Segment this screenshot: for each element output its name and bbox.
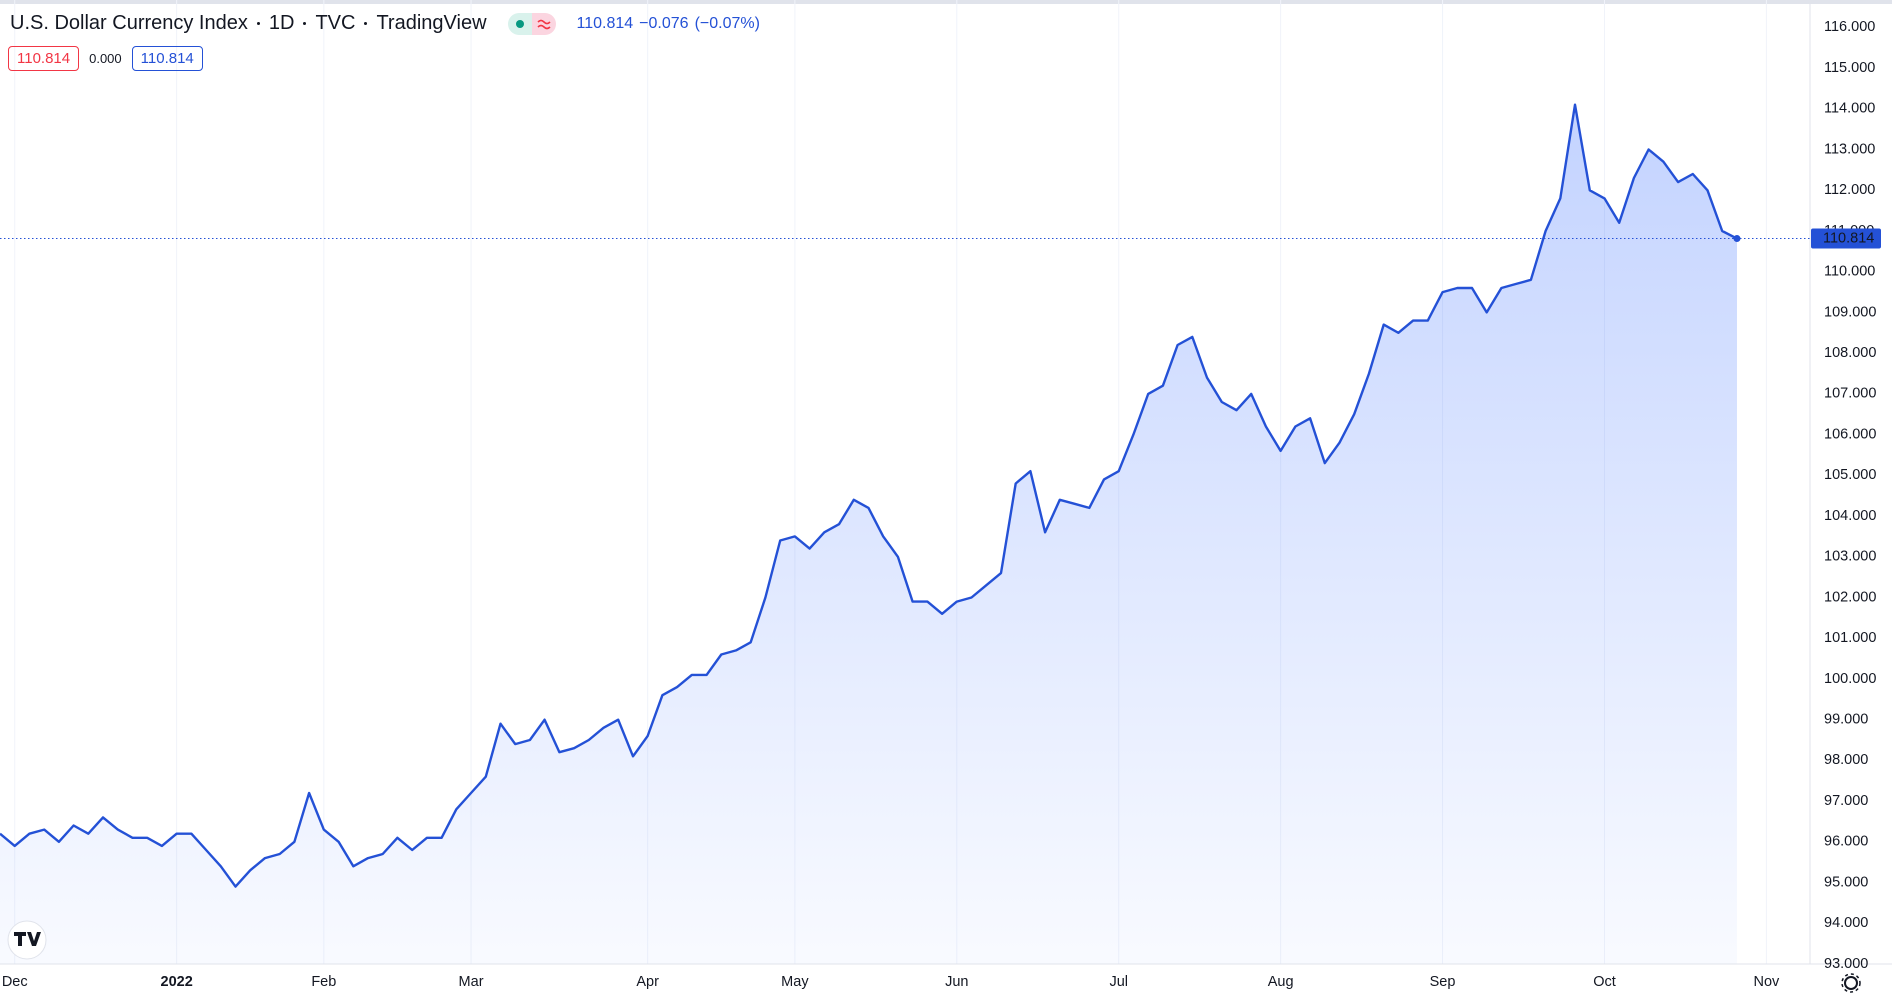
y-tick-label: 95.000 xyxy=(1824,874,1868,890)
change: −0.076 xyxy=(639,14,689,32)
top-border xyxy=(0,0,1892,4)
y-tick-label: 112.000 xyxy=(1824,182,1875,198)
y-tick-label: 96.000 xyxy=(1824,834,1868,850)
y-tick-label: 102.000 xyxy=(1824,589,1876,605)
header: U.S. Dollar Currency Index 1D TVC Tradin… xyxy=(10,12,760,35)
area-fill xyxy=(0,104,1737,964)
logo xyxy=(7,920,47,960)
x-tick-label: Nov xyxy=(1754,974,1781,990)
bid[interactable]: 110.814 xyxy=(8,46,80,71)
x-tick-label: Sep xyxy=(1430,974,1456,990)
x-tick-label: Mar xyxy=(459,974,484,990)
y-tick-label: 109.000 xyxy=(1824,304,1876,320)
separator xyxy=(303,22,307,25)
price-label-box xyxy=(1811,228,1881,249)
quote: 110.814 −0.076 (−0.07%) xyxy=(577,15,760,33)
x-tick-label: Feb xyxy=(311,974,336,990)
status-badge[interactable] xyxy=(507,12,556,35)
x-tick-label: Dec xyxy=(2,974,28,990)
interval[interactable]: 1D xyxy=(268,12,295,34)
x-tick-label: Apr xyxy=(636,974,659,990)
last-price: 110.814 xyxy=(576,14,634,32)
x-tick-label: Jul xyxy=(1109,974,1128,990)
y-tick-label: 103.000 xyxy=(1824,549,1876,565)
x-tick-label: May xyxy=(781,974,809,990)
y-tick-label: 116.000 xyxy=(1824,19,1875,35)
y-tick-label: 114.000 xyxy=(1824,101,1875,117)
exchange: TVC xyxy=(315,12,356,34)
x-tick-label: Oct xyxy=(1593,974,1616,990)
x-tick-label: 2022 xyxy=(161,974,193,990)
status-delayed xyxy=(531,12,556,35)
ask[interactable]: 110.814 xyxy=(131,46,203,71)
y-tick-label: 104.000 xyxy=(1824,508,1876,524)
y-tick-label: 94.000 xyxy=(1824,915,1868,931)
y-tick-label: 93.000 xyxy=(1824,956,1868,972)
legend: 110.814 0.000 110.814 xyxy=(8,46,203,71)
y-tick-label: 113.000 xyxy=(1824,141,1875,157)
source: TradingView xyxy=(376,12,487,34)
x-tick-label: Aug xyxy=(1268,974,1294,990)
settings-icon[interactable] xyxy=(1841,973,1861,993)
y-tick-label: 101.000 xyxy=(1824,630,1876,646)
price-label: 110.814 xyxy=(1823,230,1874,246)
spread: 0.000 xyxy=(89,51,122,66)
y-tick-label: 107.000 xyxy=(1824,386,1876,402)
y-tick-label: 100.000 xyxy=(1824,671,1876,687)
y-tick-label: 115.000 xyxy=(1824,60,1875,76)
y-tick-label: 98.000 xyxy=(1824,752,1868,768)
status-open xyxy=(507,12,532,35)
y-tick-label: 110.000 xyxy=(1824,264,1875,280)
title: U.S. Dollar Currency Index xyxy=(10,12,248,34)
last-point xyxy=(1733,235,1741,243)
y-tick-label: 99.000 xyxy=(1824,711,1868,727)
y-tick-label: 106.000 xyxy=(1824,426,1876,442)
x-tick-label: Jun xyxy=(945,974,968,990)
change-percent: (−0.07%) xyxy=(694,14,760,32)
separator xyxy=(256,22,260,25)
y-tick-label: 97.000 xyxy=(1824,793,1868,809)
price-line xyxy=(0,103,1738,888)
plot xyxy=(0,103,1810,964)
y-tick-label: 105.000 xyxy=(1824,467,1876,483)
separator xyxy=(364,22,368,25)
y-tick-label: 108.000 xyxy=(1824,345,1876,361)
